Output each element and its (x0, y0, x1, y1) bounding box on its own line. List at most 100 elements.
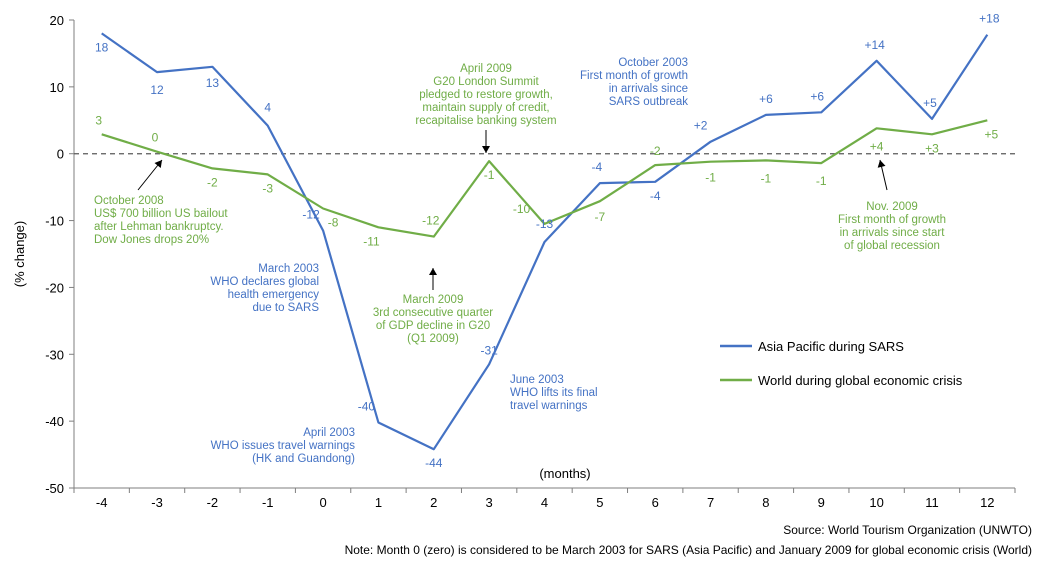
x-tick-label: 5 (596, 495, 603, 510)
annotation-line: due to SARS (253, 302, 320, 314)
data-label: +5 (923, 96, 937, 110)
y-tick-label: -10 (45, 214, 64, 229)
data-label: -2 (650, 144, 661, 158)
annotation-7: Nov. 2009 First month of growth in arrival… (838, 201, 946, 252)
data-label: +2 (694, 119, 708, 133)
data-label: 0 (152, 131, 159, 145)
annotation-line: Dow Jones drops 20% (94, 234, 209, 246)
annotation-line: in arrivals since start (840, 227, 946, 239)
x-tick-label: 11 (925, 495, 939, 510)
annotation-line: 3rd consecutive quarter (373, 307, 493, 319)
annotation-line: October 2008 (94, 195, 164, 207)
annotation-arrowhead (429, 268, 437, 275)
data-label: +5 (984, 127, 998, 141)
annotation-3: October 2003 First month of growth in arri… (580, 57, 688, 108)
annotation-line: March 2003 (258, 263, 319, 275)
x-axis-title: (months) (539, 466, 590, 481)
annotation-line: health emergency (228, 289, 320, 301)
data-label: -8 (328, 216, 339, 230)
annotation-1: April 2003 WHO issues travel warnings (HK … (211, 427, 356, 465)
data-label: 18 (95, 40, 109, 54)
annotation-arrowhead (482, 146, 490, 153)
y-tick-label: -20 (45, 280, 64, 295)
annotation-4: October 2008 US$ 700 billion US bailout af… (94, 195, 228, 246)
x-tick-label: 9 (818, 495, 825, 510)
series-layer (101, 32, 989, 451)
annotation-line: April 2009 (460, 63, 512, 75)
data-label: -11 (363, 234, 380, 248)
annotation-line: March 2009 (403, 294, 464, 306)
data-label: +6 (759, 92, 773, 106)
x-tick-label: -3 (151, 495, 163, 510)
y-tick-label: -50 (45, 481, 64, 496)
data-label: 12 (150, 83, 164, 97)
legend-label-1: World during global economic crisis (758, 373, 963, 388)
data-label: -1 (705, 171, 716, 185)
series-line-0 (101, 32, 989, 451)
x-tick-label: 1 (375, 495, 382, 510)
annotation-line: of GDP decline in G20 (376, 320, 490, 332)
annotation-line: WHO declares global (210, 276, 319, 288)
annotation-line: pledged to restore growth, (419, 89, 553, 101)
y-tick-label: 20 (50, 13, 64, 28)
annotation-line: G20 London Summit (433, 76, 539, 88)
x-tick-label: 7 (707, 495, 714, 510)
data-label: +4 (870, 139, 884, 153)
annotation-line: SARS outbreak (609, 96, 689, 108)
x-tick-label: 10 (869, 495, 883, 510)
annotation-line: after Lehman bankruptcy. (94, 221, 224, 233)
annotation-line: in arrivals since (609, 83, 688, 95)
annotation-arrowhead (877, 160, 886, 168)
data-label: +6 (810, 89, 824, 103)
y-tick-label: 10 (50, 80, 64, 95)
x-tick-label: 0 (319, 495, 326, 510)
annotation-line: April 2003 (303, 427, 355, 439)
data-label: -31 (480, 343, 498, 357)
annotation-0: March 2003 WHO declares global health emer… (210, 263, 319, 314)
annotation-6: April 2009 G20 London Summit pledged to re… (415, 63, 556, 127)
y-tick-label: -40 (45, 414, 64, 429)
data-label: +3 (925, 141, 939, 155)
data-label: +14 (864, 38, 885, 52)
annotation-line: WHO issues travel warnings (211, 440, 356, 452)
y-tick-label: 0 (57, 147, 64, 162)
data-label: -13 (536, 217, 554, 231)
data-label: -1 (761, 171, 772, 185)
annotation-line: First month of growth (580, 70, 688, 82)
annotation-line: US$ 700 billion US bailout (94, 208, 228, 220)
annotation-arrowhead (154, 160, 162, 168)
data-label: -1 (484, 168, 495, 182)
note-text: Note: Month 0 (zero) is considered to be… (345, 543, 1032, 557)
x-tick-label: 2 (430, 495, 437, 510)
annotation-line: of global recession (844, 240, 940, 252)
data-label: -1 (816, 174, 827, 188)
data-label: -4 (650, 189, 661, 203)
data-label: 3 (95, 113, 102, 127)
annotation-line: maintain supply of credit, (422, 102, 549, 114)
data-label: -2 (207, 175, 218, 189)
annotations: March 2003 WHO declares global health emer… (94, 57, 946, 465)
data-label: -44 (425, 456, 443, 470)
x-tick-label: 12 (980, 495, 994, 510)
data-label: +18 (979, 12, 1000, 26)
legend-label-0: Asia Pacific during SARS (758, 339, 904, 354)
legend: Asia Pacific during SARS World during glo… (720, 339, 963, 388)
x-tick-label: 3 (486, 495, 493, 510)
annotation-line: WHO lifts its final (510, 387, 598, 399)
data-label: -4 (592, 160, 603, 174)
annotation-line: First month of growth (838, 214, 946, 226)
x-tick-label: -2 (207, 495, 219, 510)
annotation-line: travel warnings (510, 400, 588, 412)
annotation-line: June 2003 (510, 374, 564, 386)
data-label: 4 (264, 101, 271, 115)
annotation-5: March 2009 3rd consecutive quarter of GDP … (373, 294, 493, 345)
annotation-line: (HK and Guandong) (252, 453, 355, 465)
data-label: -12 (302, 208, 320, 222)
data-label: 13 (206, 76, 220, 90)
x-tick-label: 4 (541, 495, 548, 510)
x-tick-label: 6 (652, 495, 659, 510)
series-line-1 (101, 119, 988, 238)
x-tick-label: -4 (96, 495, 108, 510)
